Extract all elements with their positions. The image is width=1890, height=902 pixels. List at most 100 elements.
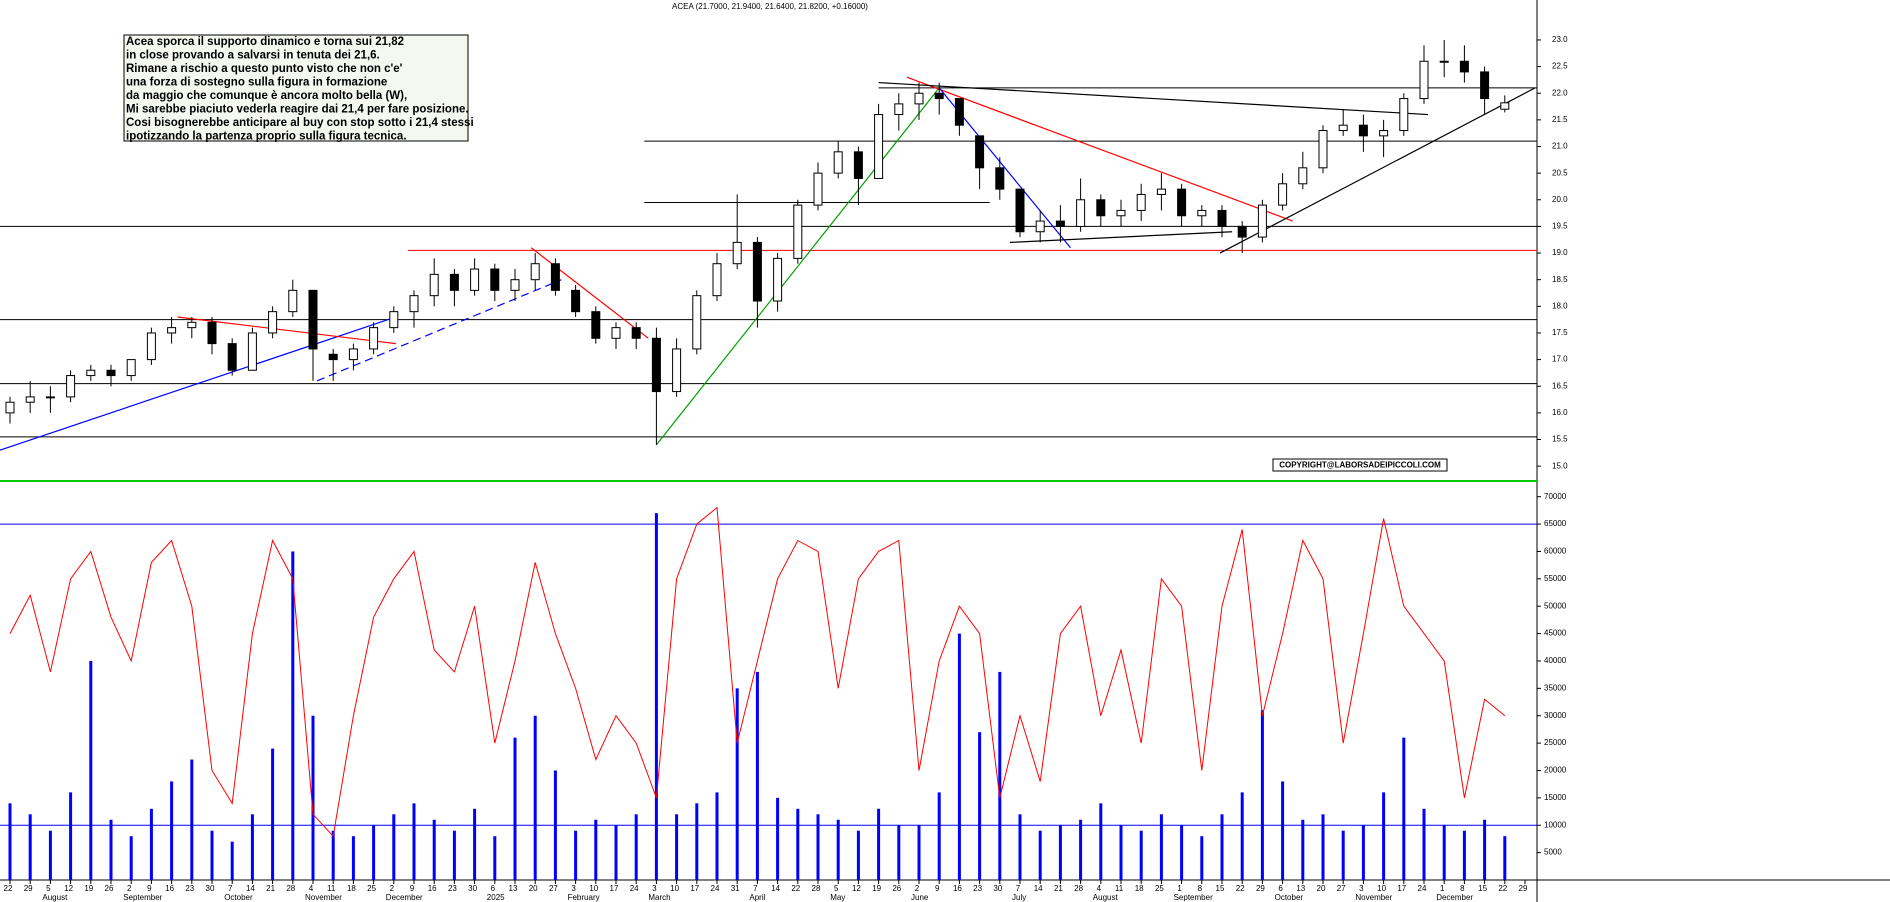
y-tick-label: 17.0 <box>1552 355 1568 364</box>
y2-tick-label: 30000 <box>1544 711 1567 720</box>
y-tick-label: 20.0 <box>1552 195 1568 204</box>
volume-bar <box>48 830 52 880</box>
x-tick-label: 17 <box>690 884 699 893</box>
candle-body <box>247 332 257 371</box>
volume-bar <box>1361 825 1365 880</box>
month-label: August <box>42 893 68 902</box>
trendline <box>530 247 649 339</box>
candle-body <box>510 279 520 291</box>
candle-body <box>773 257 783 302</box>
month-label: December <box>386 893 423 902</box>
volume-bar <box>675 814 679 880</box>
y2-tick-label: 20000 <box>1544 766 1567 775</box>
x-tick-label: 3 <box>571 884 576 893</box>
candle-body <box>348 348 358 361</box>
x-tick-label: 16 <box>953 884 962 893</box>
x-tick-label: 15 <box>1478 884 1487 893</box>
volume-bar <box>614 825 618 880</box>
y2-tick-label: 5000 <box>1544 848 1562 857</box>
y-tick-label: 21.5 <box>1552 115 1568 124</box>
x-tick-label: 12 <box>852 884 861 893</box>
y-tick-label: 16.5 <box>1552 381 1568 390</box>
month-label: July <box>1012 893 1026 902</box>
x-tick-label: 3 <box>652 884 657 893</box>
x-tick-label: 27 <box>1337 884 1346 893</box>
candle-body <box>429 273 439 297</box>
volume-bar <box>89 660 93 880</box>
month-label: September <box>123 893 162 902</box>
x-tick-label: 4 <box>1097 884 1102 893</box>
x-tick-label: 22 <box>1236 884 1245 893</box>
candle-body <box>1055 220 1065 227</box>
candle-body <box>369 327 379 350</box>
candle-body <box>874 114 884 179</box>
oscillator-line <box>9 506 1506 838</box>
volume-bar <box>654 513 658 880</box>
trendline <box>0 316 397 451</box>
x-tick-label: 6 <box>491 884 496 893</box>
candle-body <box>86 369 96 377</box>
volume-bar <box>715 792 719 880</box>
x-tick-label: 28 <box>1074 884 1083 893</box>
candle-body <box>1379 130 1389 137</box>
x-tick-label: 10 <box>1377 884 1386 893</box>
annotation-line: da maggio che comunque è ancora molto be… <box>126 90 407 102</box>
trendline <box>878 81 1429 116</box>
y2-tick-label: 60000 <box>1544 547 1567 556</box>
x-tick-label: 18 <box>347 884 356 893</box>
volume-bar <box>351 836 355 880</box>
x-tick-label: 1 <box>1177 884 1182 893</box>
candle-body <box>571 289 581 313</box>
trendline <box>177 316 396 345</box>
candle-body <box>146 332 156 361</box>
volume-bar <box>69 792 73 880</box>
month-label: September <box>1174 893 1213 902</box>
trendline <box>906 76 1293 222</box>
x-tick-label: 9 <box>935 884 940 893</box>
candle-body <box>1500 102 1510 110</box>
volume-bar <box>311 715 315 880</box>
volume-bar <box>897 825 901 880</box>
volume-bar <box>1119 825 1123 880</box>
annotation-line: Rimane a rischio a questo punto visto ch… <box>126 63 403 75</box>
volume-bar <box>1220 814 1224 880</box>
candle-body <box>66 375 76 398</box>
x-tick-label: 17 <box>1397 884 1406 893</box>
x-tick-label: 29 <box>24 884 33 893</box>
candle-body <box>1136 193 1146 211</box>
volume-bar <box>1018 814 1022 880</box>
volume-bar <box>755 671 759 880</box>
x-tick-label: 5 <box>46 884 51 893</box>
x-tick-label: 25 <box>1155 884 1164 893</box>
candle-body <box>1399 98 1409 132</box>
volume-bar <box>634 814 638 880</box>
candle-body <box>1338 124 1348 132</box>
x-tick-label: 31 <box>731 884 740 893</box>
candle-body <box>914 92 924 105</box>
candle-body <box>409 295 419 313</box>
volume-bar <box>836 819 840 880</box>
y2-tick-label: 45000 <box>1544 629 1567 638</box>
y-tick-label: 18.5 <box>1552 275 1568 284</box>
volume-bar <box>553 770 557 880</box>
candle-body <box>793 204 803 259</box>
x-tick-label: 24 <box>1418 884 1427 893</box>
month-label: 2025 <box>487 893 505 902</box>
candle-body <box>449 273 459 291</box>
volume-bar <box>1260 710 1264 880</box>
x-tick-label: 23 <box>185 884 194 893</box>
x-tick-label: 23 <box>448 884 457 893</box>
candle-body <box>308 289 318 350</box>
candle-body <box>692 295 702 350</box>
volume-bar <box>28 814 32 880</box>
volume-bar <box>1402 737 1406 880</box>
x-tick-label: 14 <box>246 884 255 893</box>
volume-bar <box>796 808 800 880</box>
volume-bar <box>1200 836 1204 880</box>
candle-body <box>1419 60 1429 100</box>
x-tick-label: 11 <box>1115 884 1124 893</box>
y2-tick-label: 55000 <box>1544 574 1567 583</box>
y2-tick-label: 65000 <box>1544 519 1567 528</box>
volume-bar <box>1341 830 1345 880</box>
annotation-line: in close provando a salvarsi in tenuta d… <box>126 50 380 62</box>
